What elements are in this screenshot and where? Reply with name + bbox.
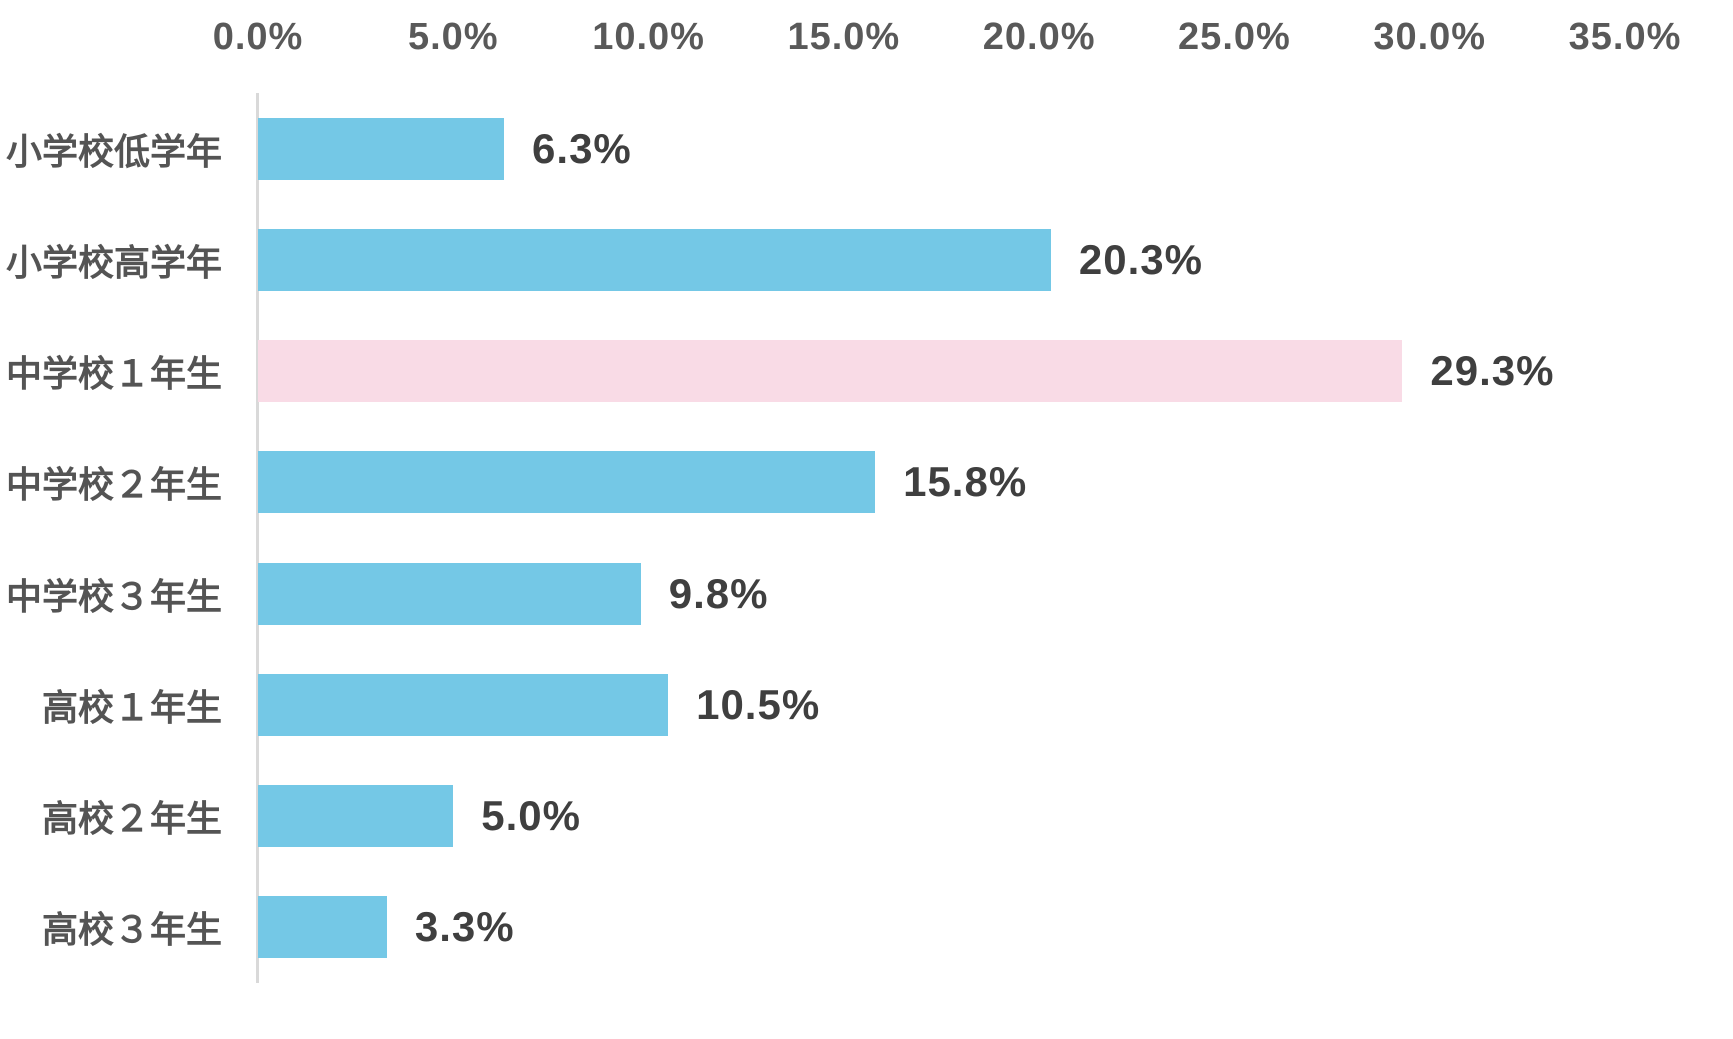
- bar-rows: 6.3% 20.3% 29.3% 15.8% 9.8% 10.5% 5.0% 3.3%: [258, 93, 1625, 983]
- bar-highlighted: [258, 340, 1403, 403]
- x-axis-tick-label: 30.0%: [1373, 16, 1487, 58]
- category-label: 中学校３年生: [5, 575, 222, 617]
- category-label: 高校１年生: [41, 686, 222, 728]
- value-label: 15.8%: [903, 458, 1028, 506]
- bar: [258, 673, 669, 736]
- x-axis-tick-label: 35.0%: [1568, 16, 1682, 58]
- value-label: 10.5%: [696, 680, 821, 728]
- x-axis: 0.0% 5.0% 10.0% 15.0% 20.0% 25.0% 30.0% 35.0%: [213, 0, 1681, 93]
- value-label: 9.8%: [668, 569, 769, 617]
- bar-row: 10.5%: [258, 649, 1625, 760]
- value-label: 6.3%: [532, 124, 632, 172]
- bar: [258, 228, 1051, 291]
- bar: [258, 562, 641, 625]
- bar-row: 20.3%: [258, 204, 1625, 315]
- x-axis-tick-label: 5.0%: [407, 16, 499, 58]
- plot-area: 6.3% 20.3% 29.3% 15.8% 9.8% 10.5% 5.0% 3.3%: [256, 93, 1625, 983]
- category-label: 高校３年生: [41, 909, 222, 951]
- y-axis-line: [256, 93, 259, 983]
- category-axis-labels: 小学校低学年 小学校高学年 中学校１年生 中学校２年生 中学校３年生高校１年生高校２年生…: [0, 93, 222, 983]
- bar-row: 29.3%: [258, 316, 1625, 427]
- bar: [258, 117, 505, 180]
- x-axis-tick-label: 15.0%: [787, 16, 901, 58]
- bar-row: 9.8%: [258, 538, 1625, 649]
- bar: [258, 896, 387, 959]
- value-label: 20.3%: [1078, 235, 1203, 283]
- category-label: 小学校高学年: [5, 241, 222, 283]
- category-label: 小学校低学年: [5, 130, 222, 172]
- bar-row: 5.0%: [258, 761, 1625, 872]
- bar: [258, 451, 876, 514]
- value-label: 5.0%: [481, 792, 582, 840]
- category-label: 中学校１年生: [5, 353, 222, 395]
- bar-row: 3.3%: [258, 872, 1625, 983]
- bar-row: 15.8%: [258, 427, 1625, 538]
- x-axis-tick-label: 20.0%: [982, 16, 1096, 58]
- bar: [258, 785, 454, 848]
- x-axis-tick-label: 0.0%: [212, 16, 304, 58]
- bar-row: 6.3%: [258, 93, 1625, 204]
- value-label: 29.3%: [1430, 347, 1555, 395]
- category-label: 高校２年生: [41, 798, 222, 840]
- x-axis-tick-label: 25.0%: [1178, 16, 1291, 58]
- value-label: 3.3%: [414, 903, 515, 951]
- x-axis-tick-label: 10.0%: [592, 16, 705, 58]
- category-label: 中学校２年生: [5, 464, 222, 506]
